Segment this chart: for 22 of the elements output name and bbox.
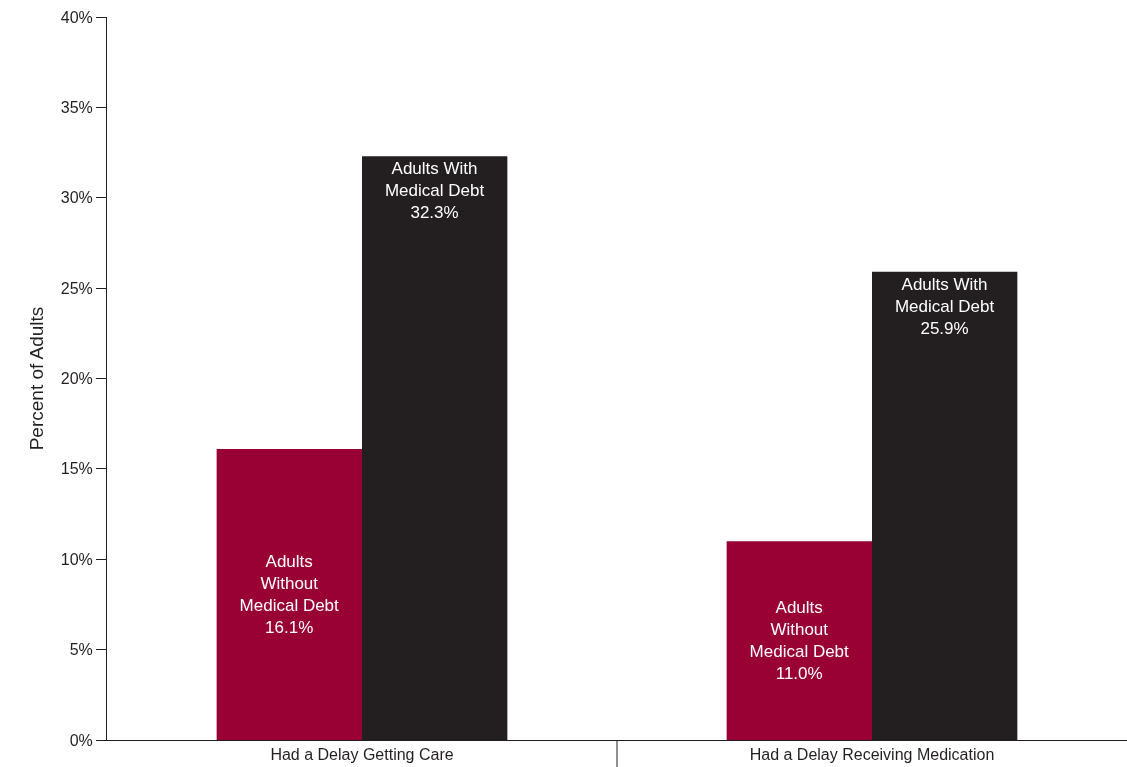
- y-tick-label: 25%: [60, 279, 93, 297]
- y-axis-title: Percent of Adults: [25, 306, 47, 451]
- y-tick-label: 5%: [69, 641, 93, 659]
- series-label: Adults Without Medical Debt: [239, 551, 340, 616]
- bar: [216, 448, 362, 740]
- bar: [726, 541, 872, 740]
- y-tick-label: 35%: [60, 98, 93, 116]
- data-label: 16.1%: [265, 618, 314, 638]
- data-label: 11.0%: [775, 664, 823, 684]
- y-tick-label: 20%: [60, 370, 93, 388]
- series-label: Adults With Medical Debt: [384, 159, 485, 201]
- text: Adults With Medical Debt: [894, 274, 995, 316]
- y-tick-label: 15%: [60, 460, 93, 478]
- y-tick-label: 30%: [60, 189, 93, 207]
- y-tick-label: 10%: [60, 550, 93, 568]
- y-tick-label: 0%: [69, 731, 93, 749]
- x-tick-label: Had a Delay Receiving Medication: [749, 746, 995, 764]
- text: Adults Without Medical Debt: [749, 597, 849, 662]
- x-tick-label: Had a Delay Getting Care: [270, 746, 454, 764]
- data-label: 25.9%: [920, 319, 969, 339]
- y-tick-label: 40%: [60, 8, 93, 26]
- data-label: 32.3%: [410, 203, 459, 223]
